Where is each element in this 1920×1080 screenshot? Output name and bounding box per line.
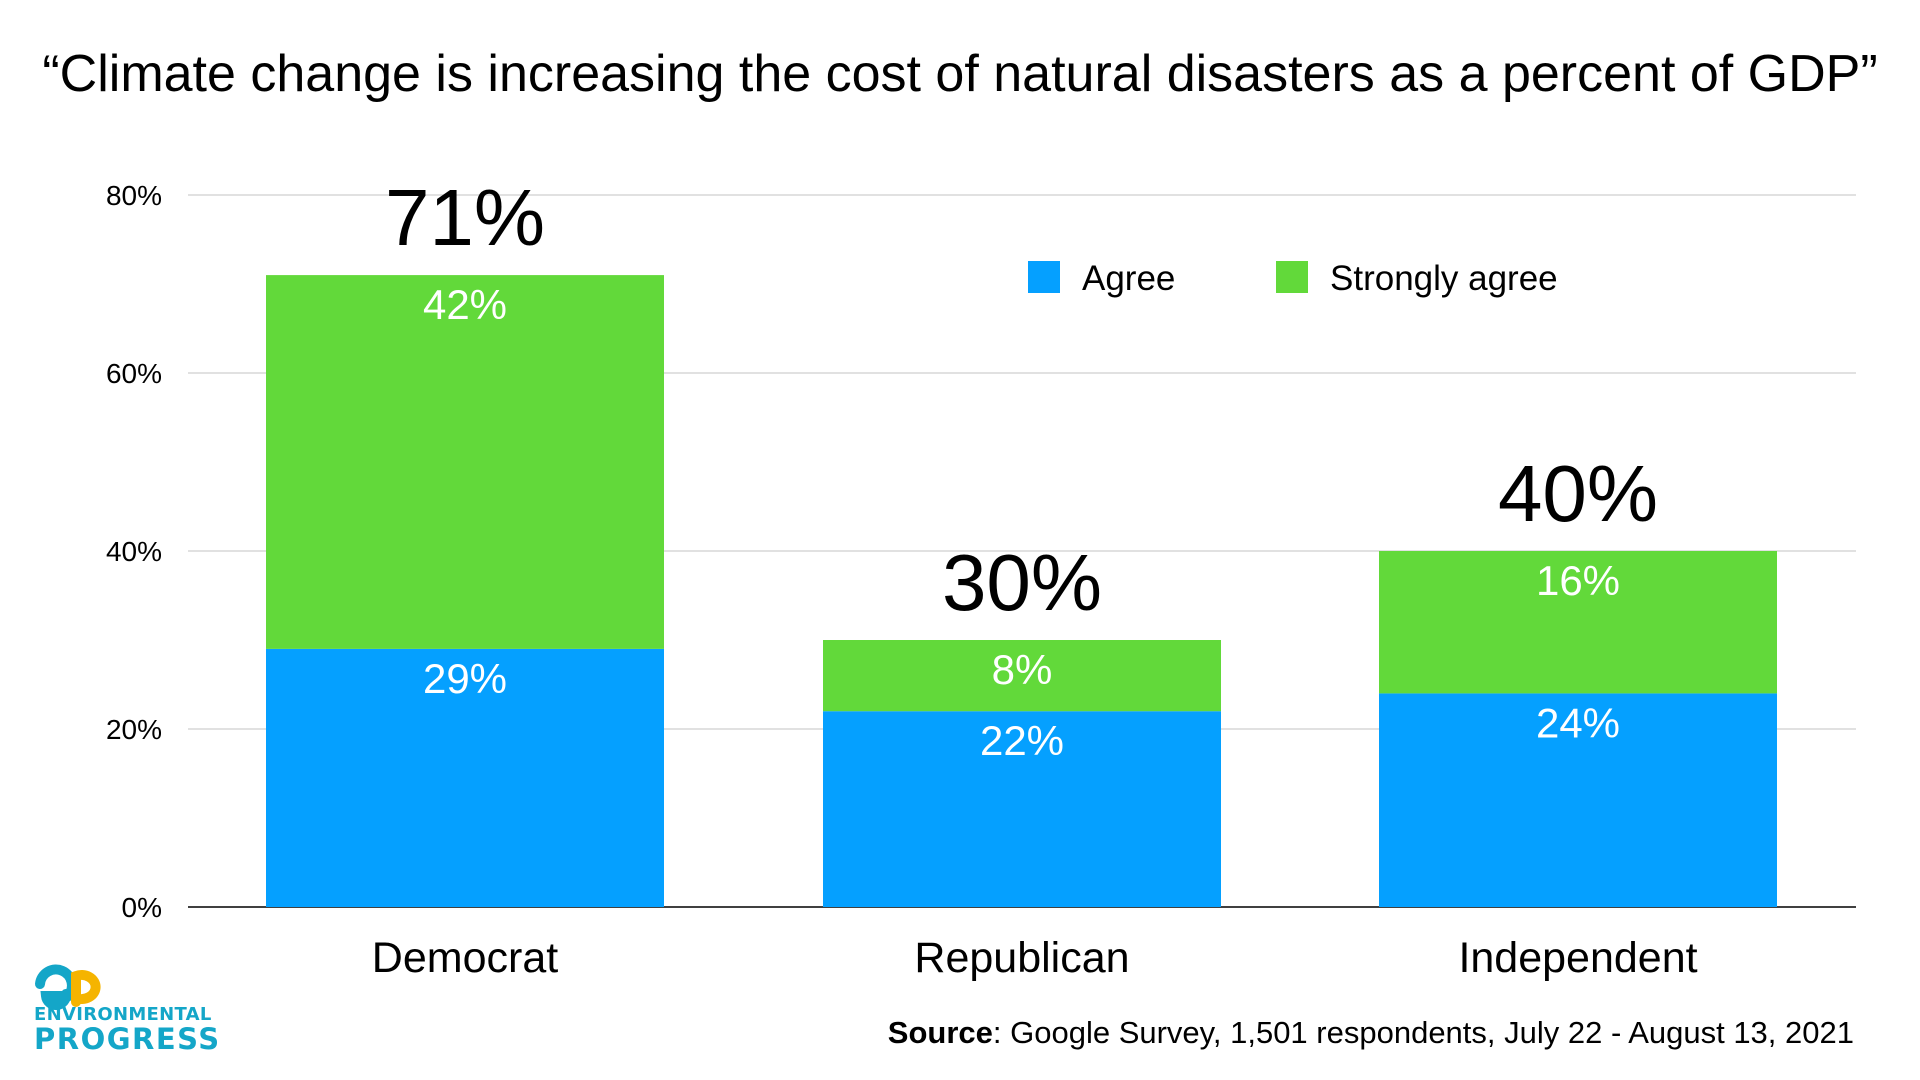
x-category-label: Democrat [372,934,558,982]
bar-segment-strongly-agree [1379,551,1777,694]
stacked-bar-chart: 0% 20% 40% 60% 80% 29% 42% 71% Democrat 22% 8% 30% R… [106,173,1856,982]
y-tick-label: 0% [122,892,162,923]
x-category-label: Independent [1458,934,1697,982]
legend-label: Agree [1082,259,1175,298]
legend-swatch [1028,261,1060,293]
bar-segment-strongly-agree [266,275,664,649]
logo-text-progress: PROGRESS [34,1022,221,1056]
total-value-label: 30% [942,538,1102,627]
bar-segment-strongly-agree [823,640,1221,712]
total-value-label: 71% [385,173,545,262]
bar-segment-agree [1379,693,1777,907]
y-tick-label: 80% [106,180,162,211]
x-category-label: Republican [914,934,1129,982]
segment-value-label: 29% [423,655,507,702]
legend-label: Strongly agree [1330,259,1558,298]
segment-value-label: 42% [423,281,507,328]
logo-text-environmental: ENVIRONMENTAL [34,1004,212,1025]
y-tick-label: 40% [106,536,162,567]
total-value-label: 40% [1498,449,1658,538]
segment-value-label: 22% [980,717,1064,764]
chart-title: “Climate change is increasing the cost o… [42,45,1878,103]
segment-value-label: 8% [992,646,1053,693]
y-tick-label: 20% [106,714,162,745]
segment-value-label: 24% [1536,699,1620,746]
source-note: Source: Google Survey, 1,501 respondents… [888,1015,1854,1051]
environmental-progress-logo [35,964,101,1010]
source-text: : Google Survey, 1,501 respondents, July… [992,1015,1854,1050]
bar-segment-agree [266,648,664,907]
bar-segment-agree [823,711,1221,907]
source-label: Source [887,1015,993,1050]
legend-swatch [1276,261,1308,293]
y-tick-label: 60% [106,358,162,389]
segment-value-label: 16% [1536,557,1620,604]
